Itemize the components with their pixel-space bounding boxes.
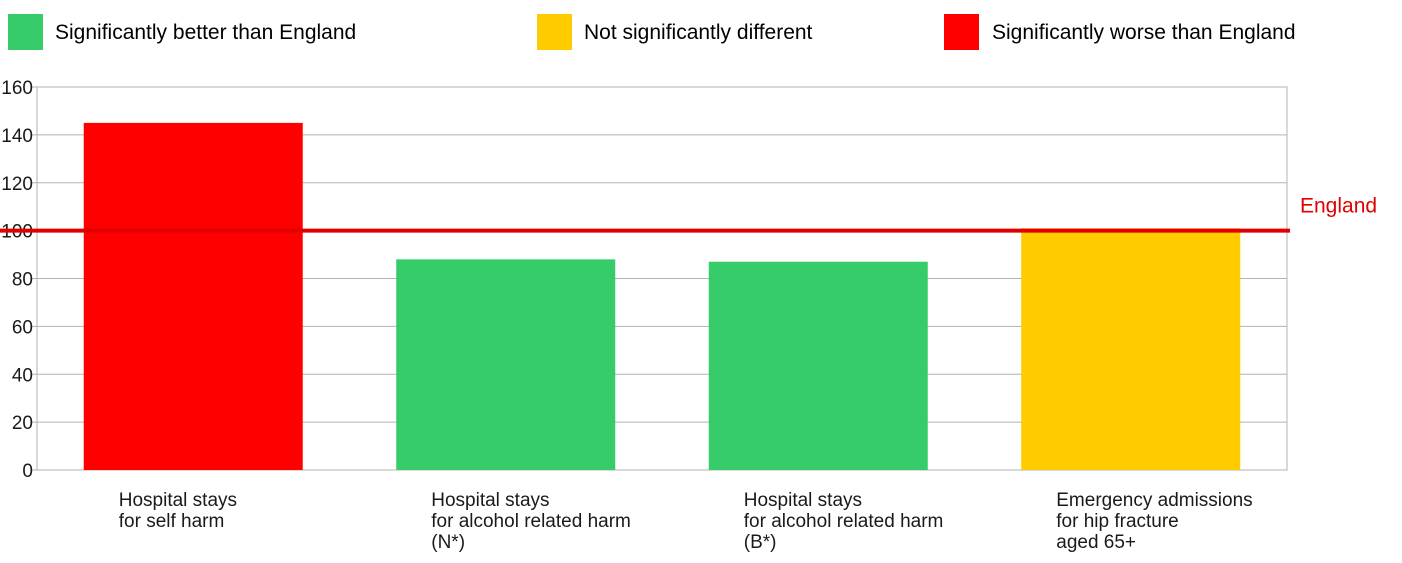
x-category-label: Emergency admissions for hip fracture aged… [1056, 490, 1252, 553]
bar [396, 259, 616, 470]
legend-swatch-worse [944, 14, 979, 50]
legend-item-better: Significantly better than England [8, 14, 356, 50]
x-category-label-line: for self harm [119, 511, 225, 532]
bar [708, 261, 928, 470]
legend-label-not-different: Not significantly different [584, 21, 813, 44]
y-tick-label: 0 [22, 461, 33, 482]
x-category-label-line: for hip fracture [1056, 511, 1179, 532]
x-category-label-line: Emergency admissions [1056, 490, 1252, 511]
y-tick-label: 80 [12, 270, 33, 291]
legend: Significantly better than England Not si… [8, 14, 1296, 50]
legend-item-worse: Significantly worse than England [944, 14, 1296, 50]
x-category-label: Hospital stays for alcohol related harm (N… [431, 490, 631, 553]
legend-label-worse: Significantly worse than England [992, 21, 1296, 44]
bar [1021, 228, 1241, 470]
x-category-label-line: Hospital stays [744, 490, 862, 511]
x-category-label-line: Hospital stays [431, 490, 549, 511]
x-category-label-line: for alcohol related harm [431, 511, 631, 532]
y-tick-label: 140 [1, 126, 33, 147]
bar [83, 122, 303, 470]
y-tick-label: 120 [1, 174, 33, 195]
x-category-label: Hospital stays for alcohol related harm (B… [744, 490, 944, 553]
x-category-label-line: for alcohol related harm [744, 511, 944, 532]
x-category-label-line: (N*) [431, 532, 465, 553]
legend-label-better: Significantly better than England [55, 21, 356, 44]
x-category-label-line: aged 65+ [1056, 532, 1136, 553]
x-category-label-line: (B*) [744, 532, 777, 553]
y-tick-label: 160 [1, 78, 33, 99]
legend-item-not-different: Not significantly different [537, 14, 813, 50]
england-reference-label: England [1300, 195, 1377, 218]
legend-swatch-better [8, 14, 43, 50]
y-tick-label: 40 [12, 365, 33, 386]
y-tick-label: 60 [12, 317, 33, 338]
legend-swatch-not-different [537, 14, 572, 50]
x-category-label: Hospital stays for self harm [119, 490, 237, 532]
x-category-label-line: Hospital stays [119, 490, 237, 511]
y-tick-label: 20 [12, 413, 33, 434]
